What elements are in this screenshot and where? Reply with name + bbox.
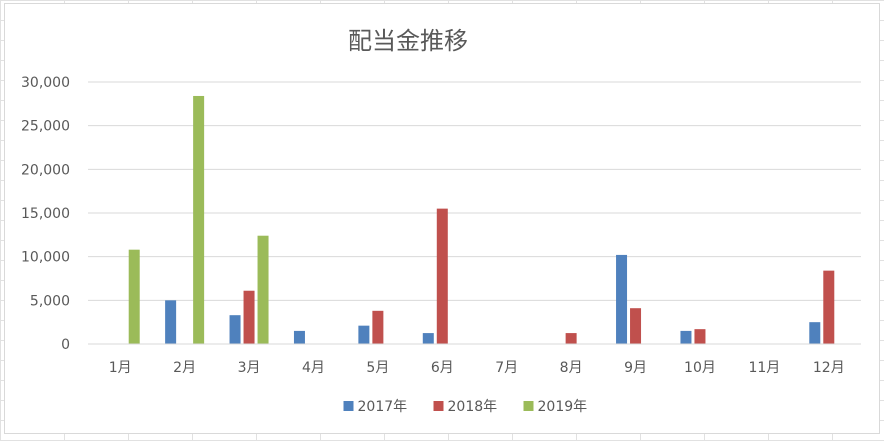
bar-2017年-5月[interactable]: [358, 325, 370, 344]
bar-2018年-12月[interactable]: [823, 270, 835, 344]
x-tick-label: 3月: [238, 360, 261, 376]
x-tick-label: 10月: [684, 360, 716, 376]
chart-area[interactable]: 配当金推移 0 5,000 10,000 15,000 20,000 25,000 30,0…: [4, 3, 880, 434]
legend-label: 2019年: [538, 399, 588, 415]
bar-2017年-12月[interactable]: [809, 322, 821, 344]
legend-item[interactable]: 2018年: [433, 399, 498, 415]
bar-chart: 配当金推移 0 5,000 10,000 15,000 20,000 25,000 30,0…: [21, 27, 861, 415]
y-tick-label: 30,000: [21, 75, 70, 91]
gridlines: [88, 81, 861, 301]
bar-2019年-1月[interactable]: [128, 249, 140, 344]
legend-swatch: [523, 401, 534, 411]
x-tick-label: 11月: [748, 360, 780, 376]
bar-2018年-10月[interactable]: [694, 329, 706, 344]
bar-2017年-10月[interactable]: [680, 330, 692, 344]
bar-2017年-2月[interactable]: [165, 300, 177, 344]
bar-2017年-9月[interactable]: [616, 254, 628, 344]
x-tick-label: 5月: [366, 360, 389, 376]
legend-swatch: [433, 401, 444, 411]
bar-2017年-6月[interactable]: [422, 333, 434, 344]
y-tick-label: 5,000: [30, 293, 70, 309]
bar-2017年-4月[interactable]: [293, 330, 305, 344]
legend-item[interactable]: 2017年: [343, 399, 408, 415]
legend-swatch: [343, 401, 354, 411]
bar-2018年-8月[interactable]: [565, 333, 577, 344]
bar-2019年-2月[interactable]: [193, 95, 205, 345]
bar-2018年-5月[interactable]: [372, 310, 384, 344]
x-tick-label: 2月: [173, 360, 196, 376]
y-tick-label: 10,000: [21, 250, 70, 266]
x-tick-label: 9月: [624, 360, 647, 376]
x-tick-label: 7月: [495, 360, 518, 376]
legend-label: 2018年: [448, 399, 498, 415]
legend[interactable]: 2017年 2018年 2019年: [343, 399, 588, 415]
bar-2019年-3月[interactable]: [257, 235, 269, 344]
bars: [128, 95, 835, 345]
bar-2017年-3月[interactable]: [229, 315, 241, 344]
x-tick-label: 4月: [302, 360, 325, 376]
y-tick-label: 0: [61, 337, 70, 353]
x-tick-label: 1月: [109, 360, 132, 376]
y-tick-label: 25,000: [21, 119, 70, 135]
legend-label: 2017年: [358, 399, 408, 415]
y-tick-label: 20,000: [21, 162, 70, 178]
y-axis-tick-labels: 0 5,000 10,000 15,000 20,000 25,000 30,000: [21, 75, 70, 353]
legend-item[interactable]: 2019年: [523, 399, 588, 415]
x-axis-tick-labels: 1月 2月 3月 4月 5月 6月 7月 8月 9月 10月 11月 12月: [109, 360, 845, 376]
bar-2018年-9月[interactable]: [630, 308, 642, 344]
bar-2018年-3月[interactable]: [243, 290, 255, 344]
x-tick-label: 12月: [813, 360, 845, 376]
bar-2018年-6月[interactable]: [436, 208, 448, 344]
chart-title: 配当金推移: [348, 27, 468, 55]
x-tick-label: 8月: [560, 360, 583, 376]
y-tick-label: 15,000: [21, 206, 70, 222]
x-tick-label: 6月: [431, 360, 454, 376]
